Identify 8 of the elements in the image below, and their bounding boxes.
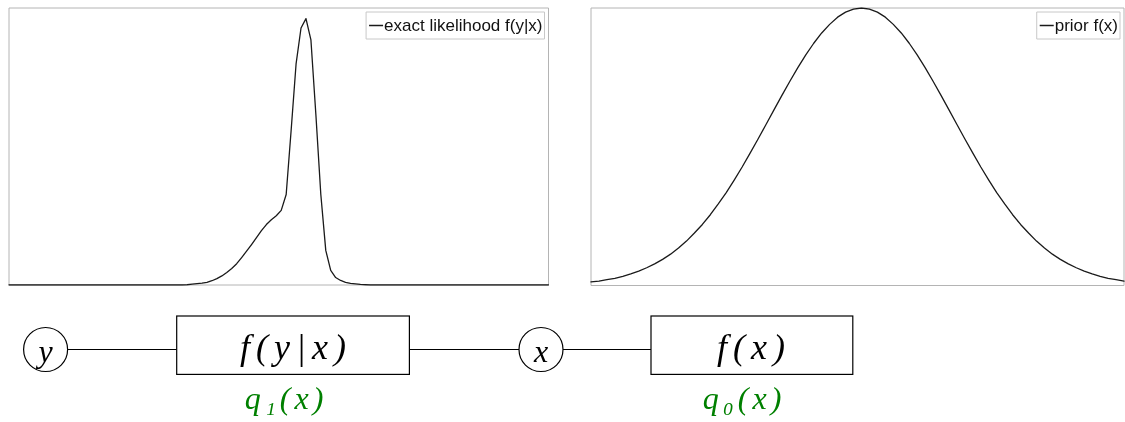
text: y <box>35 333 54 369</box>
text: f(x) <box>717 327 791 367</box>
text: q₁(x) <box>244 380 328 416</box>
text: x <box>532 333 549 369</box>
text: q₀(x) <box>702 380 786 416</box>
text: f(y|x) <box>240 327 352 367</box>
legend-label: prior f(x) <box>1054 16 1118 35</box>
legend-label: exact likelihood f(y|x) <box>384 16 543 35</box>
